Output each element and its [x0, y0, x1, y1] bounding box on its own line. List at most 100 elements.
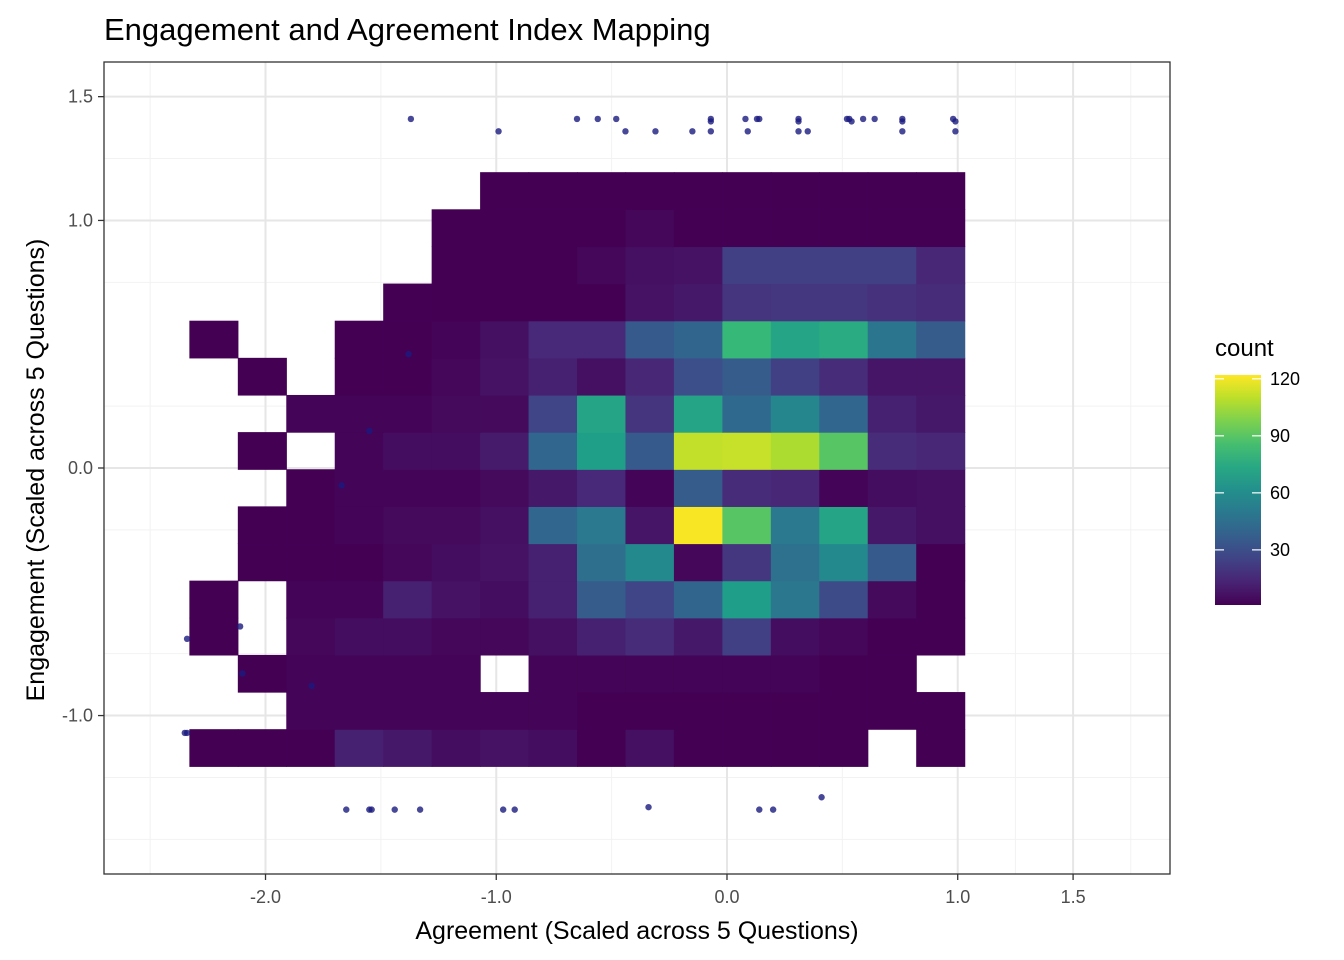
heatmap-tile: [673, 692, 723, 730]
legend-ticks: 30 60 90 120: [1215, 369, 1300, 560]
heatmap-tile: [819, 357, 869, 396]
heatmap-tile: [189, 580, 239, 619]
scatter-point: [391, 806, 398, 813]
heatmap-tile: [867, 246, 917, 285]
heatmap-tile: [722, 617, 772, 656]
heatmap-tile: [237, 357, 287, 396]
heatmap-tile: [625, 172, 675, 210]
heatmap-tile: [625, 246, 675, 285]
scatter-point: [499, 806, 507, 813]
scatter-point: [343, 806, 350, 813]
heatmap-tile: [819, 543, 869, 582]
scatter-point: [818, 794, 825, 801]
heatmap-tile: [819, 209, 869, 248]
heatmap-tile: [528, 654, 578, 693]
heatmap-tile: [867, 209, 917, 248]
heatmap-tile: [722, 729, 772, 767]
heatmap-tile: [528, 617, 578, 656]
heatmap-tile: [237, 543, 287, 582]
heatmap-tile: [577, 469, 627, 507]
heatmap-tile: [770, 357, 820, 396]
heatmap-tile: [528, 692, 578, 730]
heatmap-tile: [431, 209, 481, 248]
heatmap-tile: [722, 543, 772, 582]
heatmap-tile: [286, 729, 336, 767]
heatmap-tile: [431, 729, 481, 767]
heatmap-tile: [722, 320, 772, 359]
heatmap-tile: [383, 617, 433, 656]
scatter-point: [645, 803, 652, 811]
scatter-point: [407, 115, 415, 123]
heatmap-tile: [722, 432, 772, 470]
heatmap-tile: [334, 320, 384, 359]
heatmap-tile: [770, 729, 820, 767]
scatter-point: [756, 806, 763, 813]
scatter-point: [181, 729, 188, 737]
heatmap-tile: [577, 580, 627, 619]
heatmap-tile: [431, 506, 481, 545]
scatter-point: [594, 115, 601, 123]
heatmap-tile: [237, 654, 287, 693]
heatmap-tile: [480, 357, 530, 396]
x-tick-label: 1.5: [1061, 887, 1086, 907]
legend-colorbar: [1215, 375, 1261, 605]
heatmap-tile: [528, 357, 578, 396]
heatmap-tile: [916, 543, 966, 582]
heatmap-tile: [916, 172, 966, 210]
y-tick-label: 0.0: [68, 458, 93, 478]
heatmap-tile: [819, 394, 869, 433]
heatmap-tile: [916, 246, 966, 285]
heatmap-tile: [577, 432, 627, 470]
heatmap-tile: [722, 692, 772, 730]
heatmap-tile: [916, 617, 966, 656]
heatmap-tile: [867, 469, 917, 507]
heatmap-tile: [770, 283, 820, 322]
x-axis-title: Agreement (Scaled across 5 Questions): [415, 917, 858, 945]
heatmap-tile: [528, 394, 578, 433]
scatter-point: [689, 128, 696, 135]
heatmap-tile: [286, 506, 336, 545]
heatmap-tile: [528, 246, 578, 285]
heatmap-tile: [528, 469, 578, 507]
heatmap-tile: [722, 283, 772, 322]
heatmap-tile: [189, 320, 239, 359]
scatter-point: [795, 118, 802, 125]
heatmap-tile: [383, 654, 433, 693]
heatmap-tile: [480, 729, 530, 767]
heatmap-tile: [383, 692, 433, 730]
scatter-point: [495, 128, 502, 135]
heatmap-tile: [431, 246, 481, 285]
heatmap-tile: [673, 283, 723, 322]
heatmap-tile: [577, 394, 627, 433]
y-axis-ticks: 1.5 1.0 0.0 -1.0: [62, 87, 104, 726]
heatmap-tile: [625, 543, 675, 582]
heatmap-tile: [722, 246, 772, 285]
heatmap-tile: [577, 357, 627, 396]
heatmap-tile: [819, 320, 869, 359]
heatmap-tile: [770, 692, 820, 730]
heatmap-tile: [819, 172, 869, 210]
heatmap-tile: [528, 209, 578, 248]
heatmap-tile: [916, 506, 966, 545]
heatmap-tile: [286, 617, 336, 656]
heatmap-tile: [383, 506, 433, 545]
heatmap-tile: [770, 617, 820, 656]
legend-tick-label: 30: [1270, 540, 1290, 560]
heatmap-tile: [286, 580, 336, 619]
heatmap-tile: [577, 617, 627, 656]
x-tick-label: -1.0: [481, 887, 512, 907]
heatmap-tile: [819, 506, 869, 545]
heatmap-tile: [189, 617, 239, 656]
heatmap-tile: [916, 357, 966, 396]
heatmap-tile: [431, 357, 481, 396]
heatmap-tile: [916, 469, 966, 507]
heatmap-tile: [431, 320, 481, 359]
heatmap-tile: [334, 543, 384, 582]
heatmap-tile: [673, 172, 723, 210]
heatmap-tile: [673, 469, 723, 507]
legend-title: count: [1215, 335, 1274, 362]
heatmap-tile: [819, 469, 869, 507]
heatmap-tile: [673, 580, 723, 619]
heatmap-tile: [673, 394, 723, 433]
heatmap-tile: [867, 394, 917, 433]
